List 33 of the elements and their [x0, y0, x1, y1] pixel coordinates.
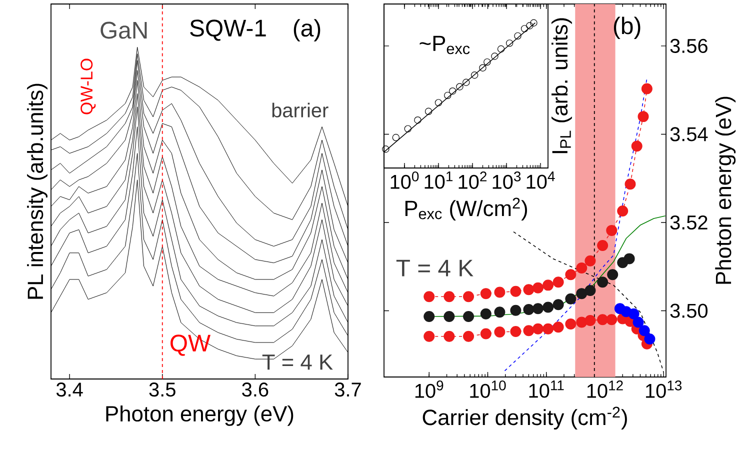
x-tick-label: 3.4 — [56, 382, 83, 397]
text: GaN — [100, 22, 147, 39]
annotation: barrier — [272, 102, 328, 118]
x-tick-label: 10$^{0}$ — [390, 172, 419, 189]
annotation: QW — [170, 334, 210, 356]
y-axis-title: Photon energy (eV) — [715, 96, 736, 284]
y-tick-label: 3.54 — [670, 127, 708, 142]
x-tick-label: 10$^{4}$ — [526, 172, 555, 189]
x-axis-title: Photon energy (eV) — [106, 405, 294, 426]
y-axis-title: PL intensity (arb.units) — [27, 84, 48, 299]
annotation: (b) — [614, 16, 640, 40]
x-axis-title: Carrier density (cm$^{-2}$) — [422, 406, 627, 430]
x-tick-label: 3.7 — [334, 382, 361, 397]
annotation: T = 4 K — [396, 260, 474, 276]
y-tick-label: 3.56 — [670, 38, 708, 53]
x-tick-label: 10$^{11}$ — [529, 380, 564, 398]
x-tick-label: 10$^{3}$ — [492, 172, 521, 189]
annotation: QW-LO — [80, 58, 96, 114]
text: SQW-1 — [190, 20, 266, 41]
x-axis-title: P$_{exc}$ (W/cm$^{2}$) — [405, 198, 527, 221]
x-tick-label: 3.6 — [242, 382, 268, 397]
x-tick-label: 10$^{2}$ — [458, 172, 487, 189]
x-tick-label: 10$^{1}$ — [424, 172, 453, 189]
text: (a) — [294, 19, 320, 42]
y-axis-title: I$_{PL}$ (arb. units) — [552, 18, 572, 154]
y-tick-label: 3.52 — [670, 215, 708, 230]
x-tick-label: 10$^{9}$ — [415, 380, 444, 398]
x-tick-label: 3.5 — [149, 382, 176, 397]
y-tick-label: 3.50 — [670, 304, 708, 318]
x-tick-label: 10$^{12}$ — [587, 380, 623, 398]
x-tick-label: 10$^{10}$ — [470, 380, 506, 398]
x-tick-label: 10$^{13}$ — [646, 380, 682, 398]
annotation: ~P$_{exc}$ — [420, 36, 470, 54]
